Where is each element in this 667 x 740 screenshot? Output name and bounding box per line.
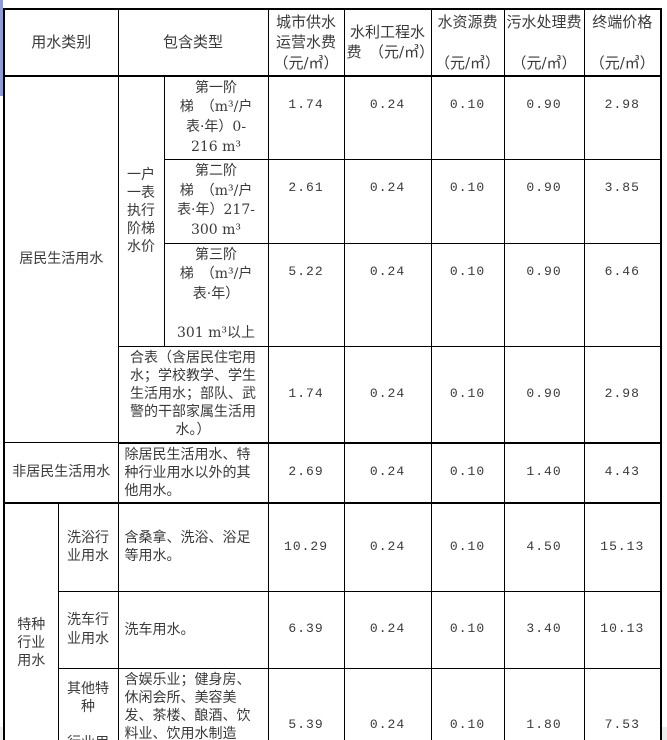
col-header-included-type: 包含类型: [117, 8, 269, 77]
cell-special-bath-desc: 含桑拿、洗浴、浴足等用水。: [117, 502, 269, 592]
cell-special-sub-bath: 洗浴行业用水: [57, 502, 119, 592]
price-cell: 15.13: [583, 502, 662, 592]
price-cell: 0.24: [343, 159, 432, 244]
price-cell: 0.90: [503, 345, 585, 444]
price-cell: 0.90: [503, 242, 585, 347]
row-resident-combined: 合表（含居民住宅用水；学校教学、学生生活用水；部队、武警的干部家属生活用水。） …: [4, 345, 662, 444]
price-cell: 5.39: [267, 667, 345, 740]
price-cell: 4.50: [503, 502, 585, 592]
cell-tier3-desc: 第三阶 梯 （m³/户 表·年） 301 m³以上: [163, 242, 269, 347]
left-edge-accent-strip: [0, 0, 3, 96]
col-header-usage-category: 用水类别: [3, 8, 119, 77]
header-row: 用水类别 包含类型 城市供水运营水费（元/㎥） 水利工程水费 （元/㎥） 水资源…: [3, 8, 662, 77]
cell-tier2-desc: 第二阶 梯 （m³/户 表·年）217- 300 m³: [163, 159, 269, 244]
col-header-water-project-fee: 水利工程水费 （元/㎥）: [343, 8, 432, 77]
price-cell: 0.24: [343, 502, 432, 592]
price-cell: 2.61: [267, 159, 345, 244]
price-cell: 0.90: [503, 75, 585, 161]
row-resident-tier2: 第二阶 梯 （m³/户 表·年）217- 300 m³ 2.61 0.24 0.…: [4, 159, 662, 244]
price-cell: 1.74: [267, 345, 345, 444]
cell-special-carwash-desc: 洗车用水。: [117, 590, 269, 669]
price-cell: 10.29: [267, 502, 345, 592]
price-cell: 2.69: [267, 442, 345, 505]
price-cell: 0.10: [430, 502, 505, 592]
price-cell: 0.10: [430, 75, 505, 161]
price-cell: 10.13: [583, 590, 662, 669]
price-cell: 0.10: [430, 667, 505, 740]
price-cell: 6.46: [583, 242, 662, 347]
price-cell: 0.24: [343, 667, 432, 740]
price-cell: 6.39: [267, 590, 345, 669]
price-cell: 3.40: [503, 590, 585, 669]
price-cell: 3.85: [583, 159, 662, 244]
price-cell: 0.10: [430, 590, 505, 669]
col-header-terminal-price: 终端价格 （元/㎥）: [583, 8, 662, 77]
price-cell: 0.24: [343, 242, 432, 347]
price-cell: 0.24: [343, 590, 432, 669]
col-header-city-supply-fee: 城市供水运营水费（元/㎥）: [267, 8, 345, 77]
price-cell: 4.43: [583, 442, 662, 505]
water-price-table: 用水类别 包含类型 城市供水运营水费（元/㎥） 水利工程水费 （元/㎥） 水资源…: [3, 8, 663, 740]
row-special-bath: 特种行业用水 洗浴行业用水 含桑拿、洗浴、浴足等用水。 10.29 0.24 0…: [3, 502, 662, 740]
row-resident-tier1: 居民生活用水 一户一表执行阶梯水价 第一阶 梯 （m³/户 表·年）0- 216…: [3, 75, 662, 444]
cell-non-resident-desc: 除居民生活用水、特种行业用水以外的其他用水。: [117, 442, 269, 505]
row-special-carwash: 洗车行业用水 洗车用水。 6.39 0.24 0.10 3.40 10.13: [4, 590, 662, 669]
price-cell: 7.53: [583, 667, 662, 740]
price-cell: 2.98: [583, 345, 662, 444]
price-cell: 1.74: [267, 75, 345, 161]
row-resident-tier3: 第三阶 梯 （m³/户 表·年） 301 m³以上 5.22 0.24 0.10…: [4, 242, 662, 347]
price-cell: 0.24: [343, 345, 432, 444]
cell-tier1-desc: 第一阶 梯 （m³/户 表·年）0- 216 m³: [163, 75, 269, 161]
cell-combined-meter-desc: 合表（含居民住宅用水；学校教学、学生生活用水；部队、武警的干部家属生活用水。）: [117, 345, 269, 444]
cell-special-sub-carwash: 洗车行业用水: [57, 590, 119, 669]
cell-meter-type: 一户一表执行阶梯水价: [117, 75, 165, 347]
price-cell: 1.80: [503, 667, 585, 740]
cell-non-resident-category: 非居民生活用水: [3, 442, 119, 505]
price-cell: 0.10: [430, 345, 505, 444]
cell-special-category: 特种行业用水: [3, 502, 59, 740]
price-cell: 0.10: [430, 242, 505, 347]
col-header-sewage-fee: 污水处理费 （元/㎥）: [503, 8, 585, 77]
cell-special-sub-other: 其他特种 行业用水: [57, 667, 119, 740]
col-header-water-resource-fee: 水资源费 （元/㎥）: [430, 8, 505, 77]
row-non-resident: 非居民生活用水 除居民生活用水、特种行业用水以外的其他用水。 2.69 0.24…: [3, 442, 662, 505]
price-cell: 0.90: [503, 159, 585, 244]
price-cell: 1.40: [503, 442, 585, 505]
cell-resident-category: 居民生活用水: [3, 75, 119, 444]
price-cell: 0.24: [343, 75, 432, 161]
price-cell: 0.10: [430, 442, 505, 505]
cell-special-other-desc: 含娱乐业；健身房、休闲会所、美容美发、茶楼、酿酒、饮料业、饮用水制造（含纯净水）…: [117, 667, 269, 740]
price-cell: 0.10: [430, 159, 505, 244]
price-cell: 0.24: [343, 442, 432, 505]
row-special-other: 其他特种 行业用水 含娱乐业；健身房、休闲会所、美容美发、茶楼、酿酒、饮料业、饮…: [4, 667, 662, 740]
price-cell: 5.22: [267, 242, 345, 347]
price-cell: 2.98: [583, 75, 662, 161]
